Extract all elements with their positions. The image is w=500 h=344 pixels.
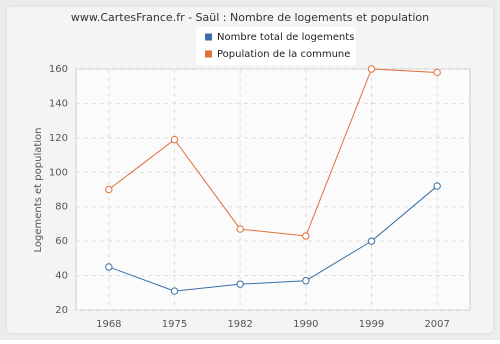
data-point (367, 237, 376, 245)
series-line (108, 68, 438, 237)
x-tick-label: 1990 (293, 319, 318, 330)
y-axis-label: Logements et population (33, 127, 44, 252)
data-point (170, 135, 179, 144)
y-tick-label: 60 (55, 236, 68, 247)
plot-area (75, 68, 471, 311)
data-point (433, 68, 441, 77)
y-tick-label: 140 (49, 98, 68, 109)
y-tick-label: 80 (55, 202, 68, 213)
data-point (367, 65, 376, 73)
legend-swatch (205, 50, 212, 58)
legend-label: Population de la commune (217, 49, 350, 60)
x-tick-label: 2007 (424, 319, 449, 330)
y-tick-label: 160 (49, 64, 68, 75)
y-tick-label: 20 (55, 305, 68, 316)
y-tick-label: 120 (49, 133, 68, 144)
x-tick-label: 1999 (359, 319, 384, 330)
y-tick-label: 100 (49, 167, 68, 178)
x-tick-label: 1982 (227, 319, 252, 330)
data-point (236, 225, 244, 233)
x-tick-label: 1968 (96, 319, 121, 330)
data-point (236, 280, 244, 288)
x-tick-label: 1975 (162, 319, 187, 330)
data-point (105, 263, 113, 271)
data-point (302, 232, 310, 240)
legend-label: Nombre total de logements (217, 32, 354, 43)
legend (196, 27, 356, 65)
data-point (302, 277, 310, 285)
data-point (105, 185, 113, 194)
series-line (108, 185, 438, 292)
data-point (433, 182, 441, 190)
y-tick-label: 40 (55, 271, 68, 282)
legend-swatch (205, 33, 212, 41)
chart-title: www.CartesFrance.fr - Saül : Nombre de l… (71, 11, 429, 24)
data-point (170, 287, 179, 295)
